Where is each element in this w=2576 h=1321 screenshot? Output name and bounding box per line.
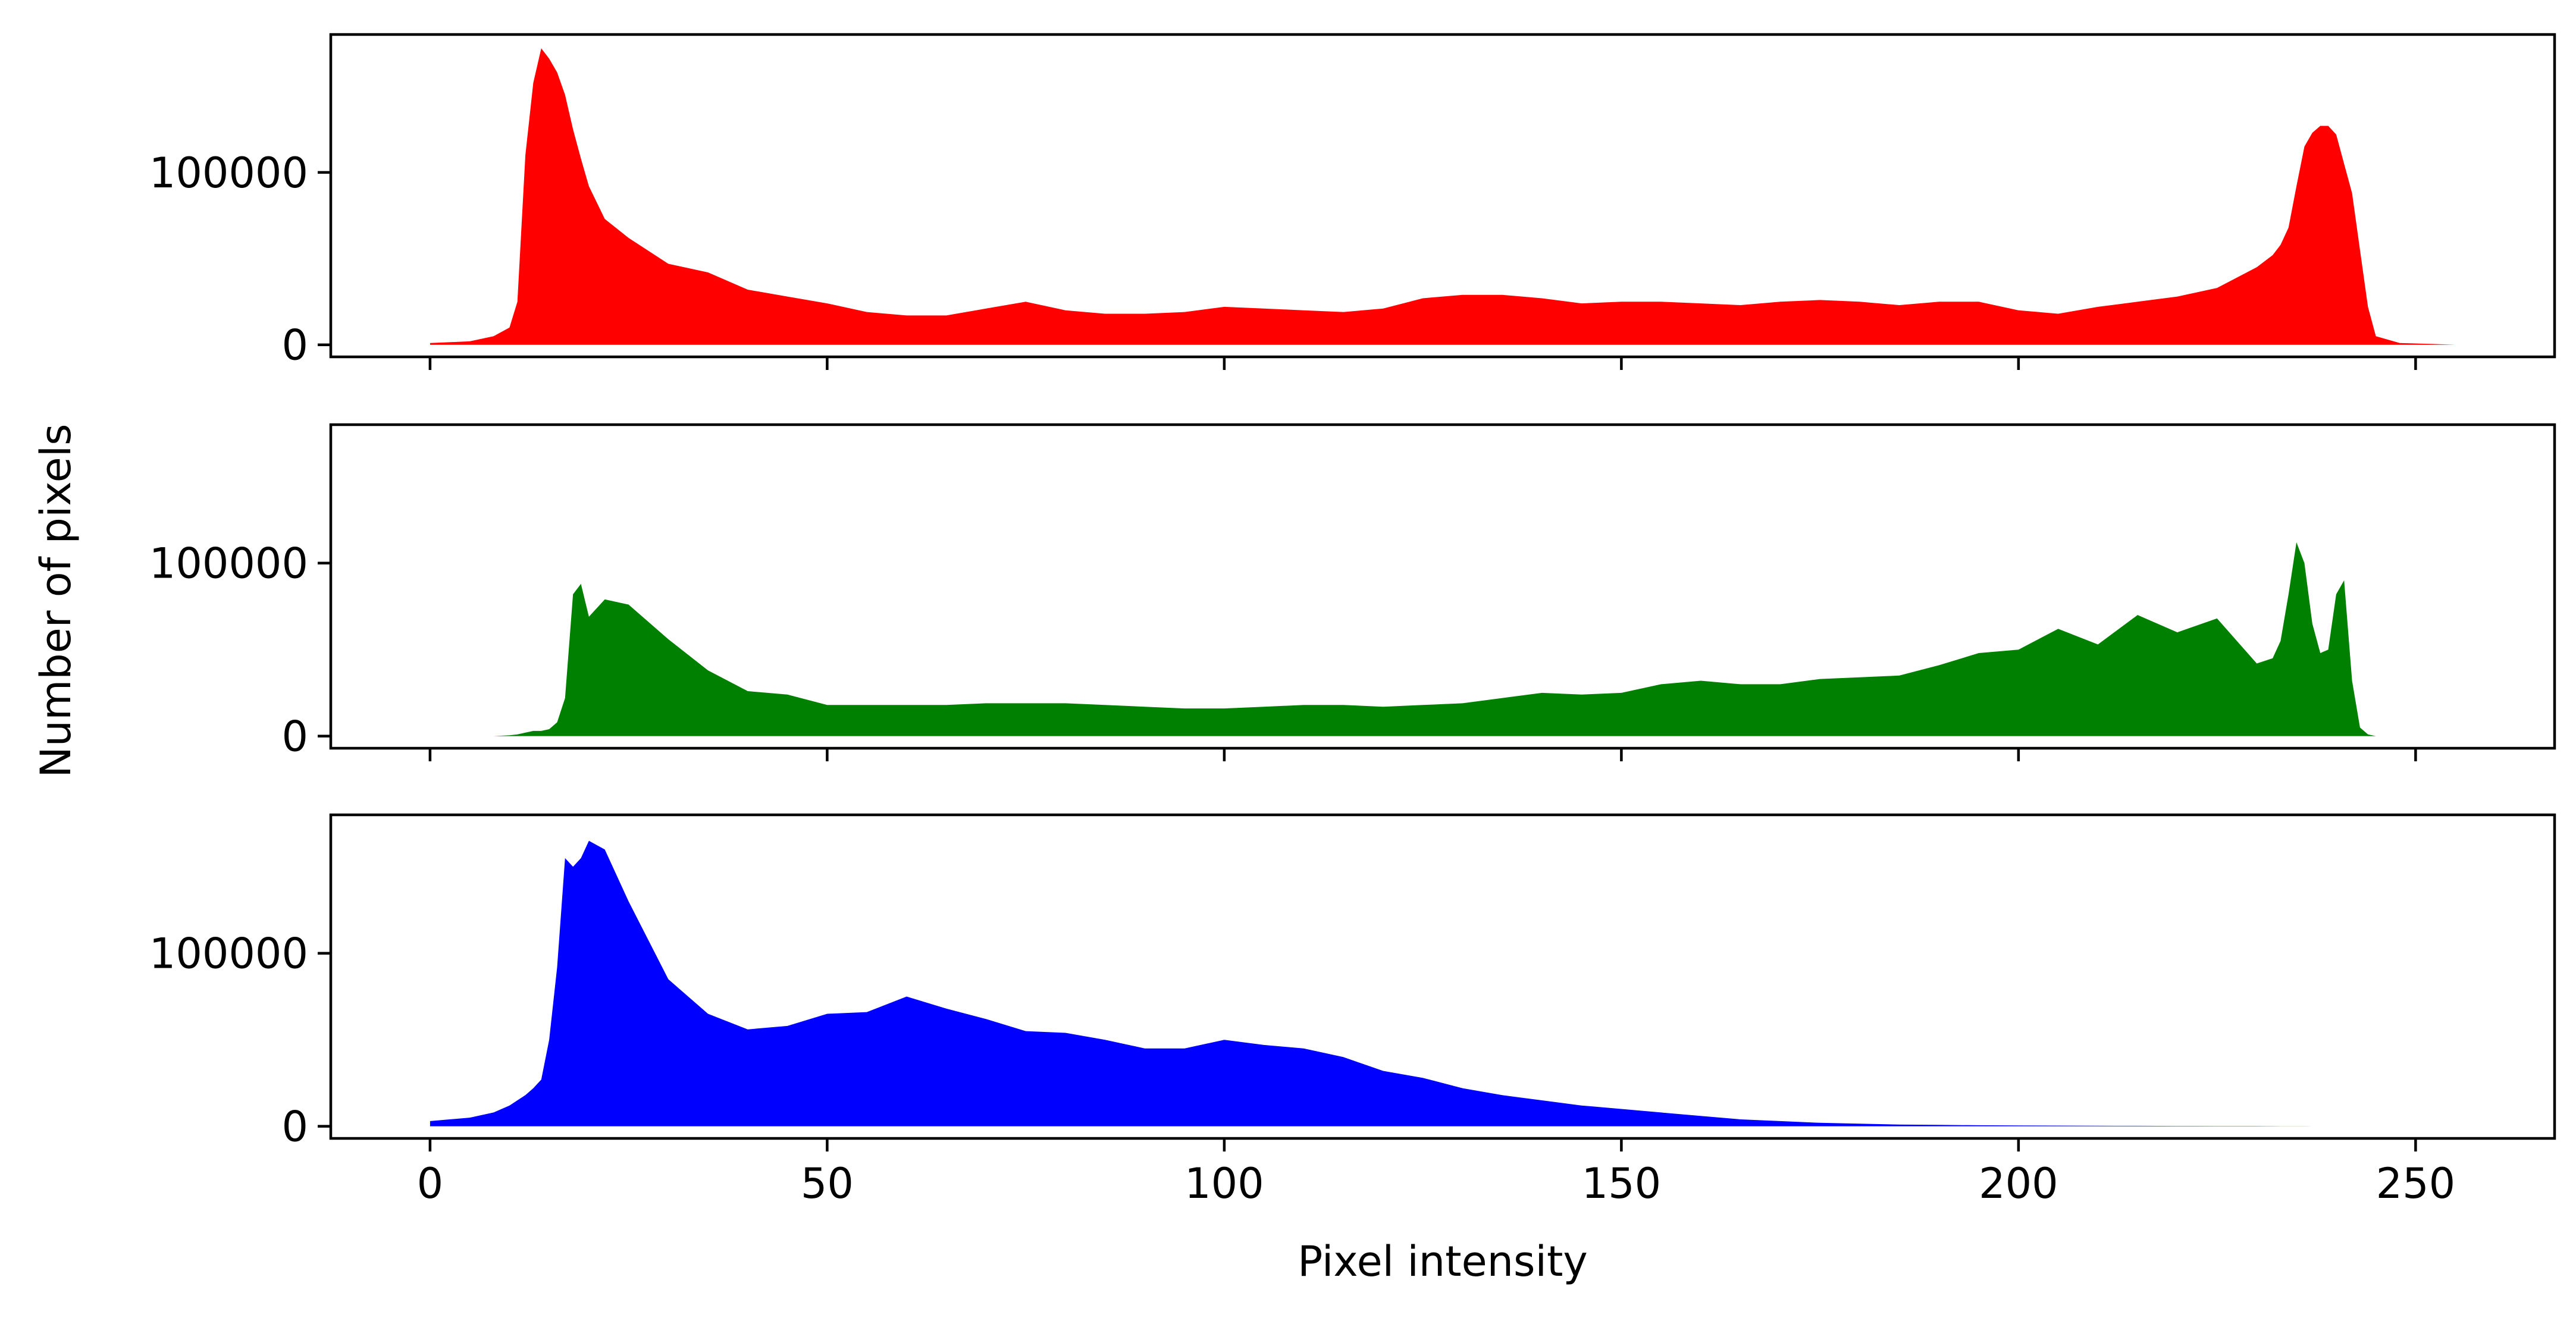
blue-histogram-area [430,840,2456,1127]
y-axis-title: Number of pixels [32,423,80,777]
x-tick-label: 100 [1184,1159,1264,1208]
red-panel: 0 100000 [149,33,2556,370]
green-y-tick-label: 100000 [149,539,308,588]
x-axis-title: Pixel intensity [1298,1237,1588,1286]
green-panel-frame [329,423,2556,750]
panels: 0 100000 0 100000 0 100000 0 50 100 150 200 250 [149,33,2556,1208]
blue-panel: 0 100000 0 50 100 150 200 250 [149,813,2556,1208]
blue-y-tick-label: 0 [281,1103,308,1151]
blue-y-tick-label: 100000 [149,930,308,978]
blue-panel-frame [329,813,2556,1140]
green-panel: 0 100000 [149,423,2556,761]
x-tick-label: 200 [1979,1159,2058,1208]
red-histogram-area [430,48,2456,345]
red-panel-frame [329,33,2556,359]
x-tick-label: 0 [417,1159,444,1208]
x-tick-label: 250 [2376,1159,2456,1208]
x-tick-label: 150 [1582,1159,1662,1208]
red-y-tick-label: 0 [281,321,308,370]
red-y-tick-label: 100000 [149,149,308,197]
x-tick-label: 50 [801,1159,854,1208]
green-histogram-area [430,542,2456,736]
green-y-tick-label: 0 [281,713,308,761]
